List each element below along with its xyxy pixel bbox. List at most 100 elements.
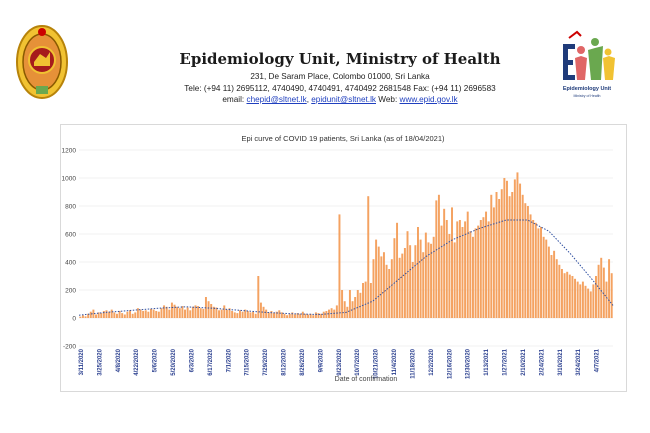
x-tick-label: 10/21/2020	[374, 348, 380, 379]
bar	[157, 311, 160, 318]
bar	[584, 285, 587, 318]
bar	[286, 315, 289, 318]
bar	[464, 221, 467, 318]
bar	[147, 311, 150, 318]
bar	[325, 311, 328, 318]
bar	[411, 262, 414, 318]
y-tick-label: 400	[65, 260, 76, 267]
bar	[105, 310, 108, 318]
epi-curve-chart: Epi curve of COVID 19 patients, Sri Lank…	[60, 124, 627, 392]
x-tick-label: 7/1/2020	[226, 348, 232, 372]
bar	[610, 273, 613, 318]
bar	[165, 306, 168, 318]
bar	[461, 227, 464, 318]
x-axis-label: Date of confirmation	[335, 376, 398, 383]
web-link[interactable]: www.epid.gov.lk	[399, 95, 458, 104]
bar	[479, 220, 482, 318]
bar	[296, 313, 299, 318]
bar	[92, 309, 95, 318]
bar	[280, 312, 283, 318]
x-tick-label: 6/3/2020	[189, 348, 195, 372]
bar	[574, 278, 577, 318]
x-tick-label: 6/17/2020	[208, 348, 214, 375]
bar	[534, 222, 537, 318]
bar	[437, 194, 440, 318]
bar	[194, 305, 197, 318]
email-link-epidunit[interactable]: epidunit@sltnet.lk	[311, 95, 376, 104]
bar	[225, 309, 228, 318]
email-label: email:	[222, 95, 245, 104]
bar	[485, 211, 488, 318]
bar	[262, 306, 265, 318]
bar	[249, 312, 252, 318]
bar	[218, 310, 221, 318]
x-tick-label: 4/22/2020	[134, 348, 140, 375]
bar	[482, 217, 485, 318]
bar	[474, 228, 477, 318]
bar	[304, 313, 307, 318]
bar	[113, 312, 116, 318]
x-tick-label: 8/26/2020	[300, 348, 306, 375]
bar	[519, 183, 522, 318]
bar	[322, 311, 325, 318]
email-link-chepid[interactable]: chepid@sltnet.lk	[246, 95, 307, 104]
y-tick-label: 0	[72, 316, 76, 323]
bar	[409, 245, 412, 318]
bar	[542, 236, 545, 318]
bar	[81, 315, 84, 318]
bar	[521, 194, 524, 318]
bar	[89, 311, 92, 318]
bar	[440, 225, 443, 318]
bar	[291, 312, 294, 318]
bar	[555, 259, 558, 318]
bar	[362, 283, 364, 318]
bar	[605, 281, 608, 318]
x-tick-label: 12/16/2020	[447, 348, 453, 379]
bar	[231, 311, 234, 318]
bar	[197, 306, 200, 318]
x-tick-label: 1/27/2021	[503, 348, 509, 375]
bar	[398, 257, 401, 318]
bar	[589, 291, 592, 318]
bar	[241, 311, 244, 318]
chart-title: Epi curve of COVID 19 patients, Sri Lank…	[241, 134, 445, 143]
bar	[448, 234, 451, 318]
x-tick-label: 4/7/2021	[595, 348, 601, 372]
bar	[328, 309, 330, 318]
x-tick-label: 9/23/2020	[337, 348, 343, 375]
x-tick-label: 3/24/2021	[576, 348, 582, 375]
bar	[343, 301, 346, 318]
bar	[566, 271, 569, 318]
bar	[307, 314, 310, 318]
bar	[351, 301, 354, 318]
bar	[288, 313, 291, 318]
x-tick-label: 12/30/2020	[466, 348, 472, 379]
bar	[270, 311, 273, 318]
bar	[170, 302, 173, 318]
bar	[356, 290, 359, 318]
bar	[338, 214, 341, 318]
bar	[427, 242, 430, 318]
bar	[430, 243, 433, 318]
bar	[372, 259, 375, 318]
bar	[388, 269, 391, 318]
bar	[108, 311, 111, 318]
y-tick-label: 1200	[62, 148, 77, 155]
bar	[382, 252, 385, 318]
bar	[587, 288, 590, 318]
bar	[592, 284, 595, 318]
bar	[393, 238, 396, 318]
bar	[129, 310, 132, 318]
epidemiology-unit-logo-icon: Epidemiology Unit Ministry of Health	[563, 30, 615, 98]
y-tick-label: -200	[63, 344, 76, 351]
bar	[487, 221, 490, 318]
bar	[257, 276, 260, 318]
x-tick-label: 5/6/2020	[153, 348, 159, 372]
bar	[335, 305, 338, 318]
bar	[314, 312, 317, 318]
bar	[186, 307, 189, 318]
address-line: 231, De Saram Place, Colombo 01000, Sri …	[250, 72, 430, 81]
bar	[191, 306, 194, 318]
bar	[364, 281, 367, 318]
bar	[550, 255, 553, 318]
